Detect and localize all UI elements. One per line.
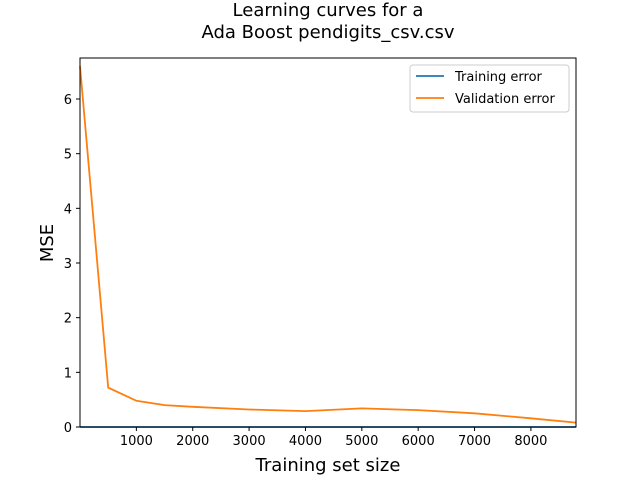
y-tick-label: 4 <box>64 202 72 217</box>
y-axis-label: MSE <box>37 224 58 262</box>
x-tick-label: 1000 <box>120 434 153 449</box>
y-tick-label: 2 <box>64 312 72 327</box>
legend: Training error Validation error <box>409 64 570 113</box>
x-tick-label: 8000 <box>514 434 547 449</box>
x-tick-label: 5000 <box>345 434 378 449</box>
legend-box <box>409 64 570 113</box>
x-axis-label: Training set size <box>255 455 401 476</box>
chart-title-line-2: Ada Boost pendigits_csv.csv <box>201 22 454 43</box>
plot-area-frame <box>79 57 577 428</box>
y-tick-label: 1 <box>64 366 72 381</box>
y-axis-ticks: 0 1 2 3 4 5 6 <box>64 93 80 436</box>
legend-label-validation-error: Validation error <box>455 92 555 107</box>
y-tick-label: 6 <box>64 93 72 108</box>
x-tick-label: 7000 <box>458 434 491 449</box>
x-axis-ticks: 1000 2000 3000 4000 5000 6000 7000 8000 <box>120 427 547 449</box>
y-tick-label: 5 <box>64 148 72 163</box>
series-line-validation-error <box>79 66 577 424</box>
x-tick-label: 2000 <box>176 434 209 449</box>
series-layer <box>79 66 577 428</box>
chart-title-line-1: Learning curves for a <box>233 0 424 21</box>
x-tick-label: 4000 <box>289 434 322 449</box>
y-tick-label: 3 <box>64 257 72 272</box>
legend-label-training-error: Training error <box>454 70 543 85</box>
y-tick-label: 0 <box>64 421 72 436</box>
x-tick-label: 6000 <box>402 434 435 449</box>
x-tick-label: 3000 <box>233 434 266 449</box>
